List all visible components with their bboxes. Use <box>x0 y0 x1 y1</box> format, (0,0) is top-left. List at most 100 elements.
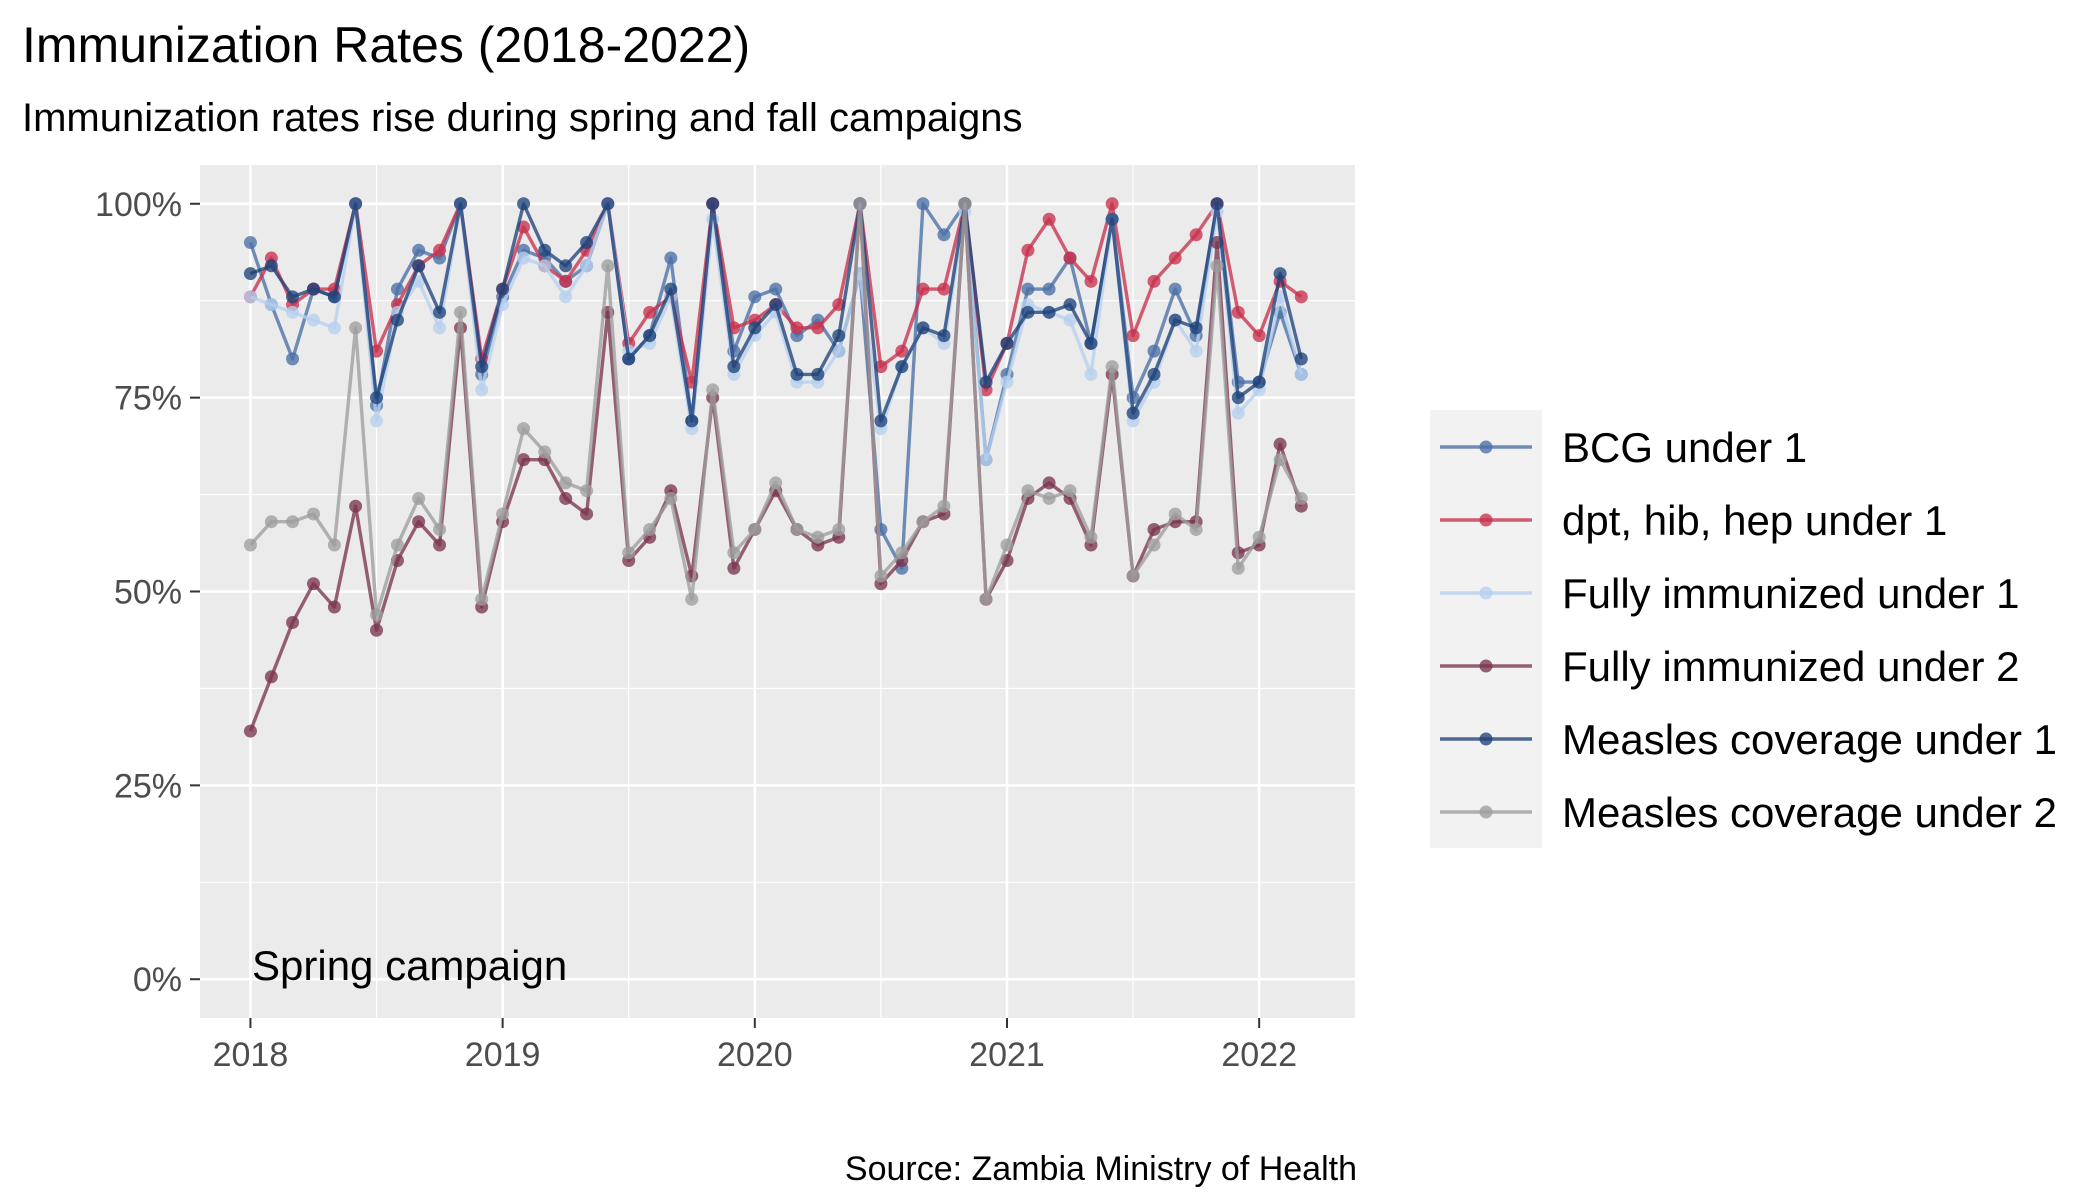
data-point <box>1168 313 1182 327</box>
data-point <box>916 282 930 296</box>
data-point <box>243 267 257 281</box>
x-tick-label: 2021 <box>969 1036 1045 1074</box>
legend-key-point <box>1479 586 1493 600</box>
data-point <box>1252 530 1266 544</box>
data-point <box>790 321 804 335</box>
data-point <box>748 290 762 304</box>
data-point <box>1147 367 1161 381</box>
data-point <box>264 259 278 273</box>
grid-lines <box>200 165 1355 1018</box>
data-point <box>1294 367 1308 381</box>
data-point <box>1210 259 1224 273</box>
data-point <box>1105 212 1119 226</box>
data-point <box>937 499 951 513</box>
data-point <box>1084 336 1098 350</box>
data-point <box>937 329 951 343</box>
data-point <box>580 259 594 273</box>
data-point <box>1231 391 1245 405</box>
data-point <box>769 298 783 312</box>
data-point <box>306 282 320 296</box>
data-point <box>433 321 447 335</box>
data-point <box>1042 491 1056 505</box>
data-point <box>1273 437 1287 451</box>
data-point <box>1189 522 1203 536</box>
data-point <box>1168 507 1182 521</box>
data-point <box>390 538 404 552</box>
data-point <box>1273 453 1287 467</box>
data-point <box>706 383 720 397</box>
data-point <box>1231 305 1245 319</box>
data-point <box>601 197 615 211</box>
data-point <box>286 616 300 630</box>
data-point <box>916 515 930 529</box>
data-point <box>517 251 531 265</box>
source-caption: Source: Zambia Ministry of Health <box>845 1150 1357 1188</box>
data-point <box>979 453 993 467</box>
data-point <box>306 507 320 521</box>
data-point <box>748 321 762 335</box>
data-point <box>286 305 300 319</box>
data-point <box>1147 344 1161 358</box>
data-point <box>790 367 804 381</box>
data-point <box>286 515 300 529</box>
data-point <box>475 592 489 606</box>
data-point <box>916 321 930 335</box>
data-point <box>1042 305 1056 319</box>
data-point <box>622 352 636 366</box>
data-point <box>1294 491 1308 505</box>
data-point <box>664 282 678 296</box>
data-point <box>559 491 573 505</box>
data-point <box>1021 305 1035 319</box>
data-point <box>580 236 594 250</box>
data-point <box>327 600 341 614</box>
data-point <box>1126 569 1140 583</box>
data-point <box>286 352 300 366</box>
data-point <box>327 290 341 304</box>
data-point <box>433 522 447 536</box>
y-tick-label: 75% <box>114 380 182 418</box>
legend-label: Fully immunized under 1 <box>1562 570 2020 617</box>
data-point <box>286 290 300 304</box>
series-group <box>243 197 1308 622</box>
spring-campaign-annotation: Spring campaign <box>252 942 567 989</box>
data-point <box>412 259 426 273</box>
data-point <box>895 546 909 560</box>
data-point <box>958 197 972 211</box>
data-point <box>664 491 678 505</box>
data-point <box>1168 282 1182 296</box>
data-point <box>243 538 257 552</box>
data-point <box>1252 375 1266 389</box>
data-point <box>832 344 846 358</box>
data-point <box>517 453 531 467</box>
legend-key-background <box>1430 410 1542 848</box>
y-tick-label: 0% <box>133 961 182 999</box>
data-point <box>1000 336 1014 350</box>
data-point <box>937 282 951 296</box>
legend-label: Measles coverage under 1 <box>1562 716 2057 763</box>
x-tick-label: 2018 <box>213 1036 289 1074</box>
data-point <box>264 298 278 312</box>
legend-label: Measles coverage under 2 <box>1562 789 2057 836</box>
data-point <box>475 383 489 397</box>
data-point <box>1084 274 1098 288</box>
data-point <box>727 546 741 560</box>
data-point <box>1189 228 1203 242</box>
data-point <box>559 476 573 490</box>
data-point <box>811 530 825 544</box>
x-tick-label: 2019 <box>465 1036 541 1074</box>
data-point <box>538 243 552 257</box>
legend-key-point <box>1479 805 1493 819</box>
data-point <box>643 329 657 343</box>
y-tick-label: 50% <box>114 574 182 612</box>
data-point <box>1063 313 1077 327</box>
data-point <box>601 259 615 273</box>
data-point <box>853 197 867 211</box>
legend-label: Fully immunized under 2 <box>1562 643 2020 690</box>
data-point <box>874 414 888 428</box>
data-point <box>327 538 341 552</box>
data-point <box>1042 212 1056 226</box>
x-tick-label: 2022 <box>1221 1036 1297 1074</box>
data-point <box>264 670 278 684</box>
data-point <box>559 290 573 304</box>
